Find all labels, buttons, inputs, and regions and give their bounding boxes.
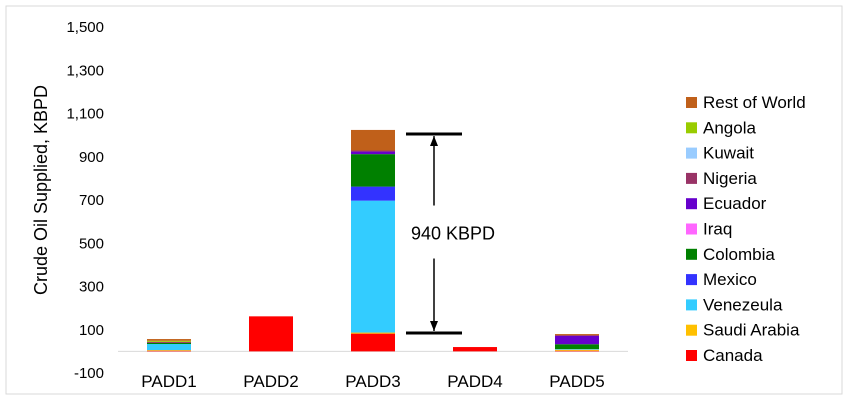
bar-segment-colombia <box>147 342 191 345</box>
legend-swatch <box>686 97 697 108</box>
bar-segment-colombia <box>351 154 395 187</box>
y-tick-label: 500 <box>79 235 104 252</box>
y-tick-label: 900 <box>79 149 104 166</box>
legend-swatch <box>686 274 697 286</box>
annotation: 940 KBPD <box>406 132 495 335</box>
legend-item: Venezeula <box>686 295 783 314</box>
bar-segment-nigeria <box>147 341 191 343</box>
legend-label: Kuwait <box>703 144 754 163</box>
bar-segment-canada <box>555 350 599 352</box>
bar-segment-ecuador <box>351 151 395 155</box>
bar-segment-venezeula <box>351 200 395 333</box>
legend-item: Colombia <box>686 245 775 264</box>
bar-segment-nigeria <box>351 150 395 152</box>
y-tick-label: 100 <box>79 322 104 339</box>
legend-swatch <box>686 147 697 159</box>
x-tick-label: PADD4 <box>447 372 502 391</box>
legend-item: Mexico <box>686 270 757 289</box>
legend-label: Ecuador <box>703 194 767 213</box>
legend-label: Mexico <box>703 270 757 289</box>
bar-segment-rest-of-world <box>555 334 599 336</box>
bar-segment-angola <box>147 340 191 342</box>
y-tick-label: 1,100 <box>66 106 104 123</box>
bar-segment-canada <box>453 347 497 352</box>
arrow-up-head <box>430 136 438 147</box>
legend-label: Saudi Arabia <box>703 321 800 340</box>
y-axis-label: Crude Oil Supplied, KBPD <box>31 85 51 295</box>
bar-segment-canada <box>249 316 293 352</box>
legend-swatch <box>686 248 697 260</box>
bar-segment-venezeula <box>147 344 191 351</box>
legend-label: Colombia <box>703 245 775 264</box>
bar-segment-colombia <box>555 344 599 349</box>
legend-item: Rest of World <box>686 93 806 112</box>
legend-item: Saudi Arabia <box>686 321 800 340</box>
x-tick-label: PADD2 <box>243 372 298 391</box>
legend-item: Ecuador <box>686 194 767 213</box>
legend-label: Iraq <box>703 220 732 239</box>
legend-swatch <box>686 122 697 134</box>
legend-swatch <box>686 350 697 361</box>
legend-label: Rest of World <box>703 93 806 112</box>
bar-segment-ecuador <box>555 335 599 345</box>
chart-border <box>5 5 843 395</box>
bar-segment-venezeula <box>555 348 599 350</box>
legend-item: Canada <box>686 346 763 365</box>
bar-segment-canada <box>147 350 191 352</box>
legend-swatch <box>686 324 697 336</box>
legend-label: Angola <box>703 118 756 137</box>
y-tick-label: -100 <box>74 365 104 382</box>
legend-label: Nigeria <box>703 169 757 188</box>
arrow-down-head <box>430 320 438 331</box>
legend-swatch <box>686 172 697 184</box>
bar-segment-rest-of-world <box>351 129 395 151</box>
legend-swatch <box>686 198 697 210</box>
annotation-bracket: 940 KBPD <box>406 132 495 335</box>
legend: Rest of World Angola Kuwait Nigeria Ecuador I… <box>686 93 806 365</box>
bar-segment-canada <box>351 333 395 352</box>
bar-segment-saudi-arabia <box>147 350 191 351</box>
bar-segment-rest-of-world <box>147 339 191 341</box>
axes: -100 100 300 500 700 900 1,100 1,300 1,500 PADD1 P… <box>66 19 628 391</box>
bar-segment-mexico <box>351 186 395 201</box>
legend-label: Venezeula <box>703 295 783 314</box>
legend-item: Kuwait <box>686 144 754 163</box>
legend-item: Angola <box>686 118 756 137</box>
x-tick-label: PADD1 <box>141 372 196 391</box>
legend-label: Canada <box>703 346 763 365</box>
bar-segment-saudi-arabia <box>351 332 395 334</box>
bars <box>147 129 599 352</box>
legend-item: Iraq <box>686 220 732 239</box>
y-tick-label: 300 <box>79 279 104 296</box>
x-tick-label: PADD3 <box>345 372 400 391</box>
legend-swatch <box>686 299 697 311</box>
y-tick-label: 1,300 <box>66 62 104 79</box>
annotation-label: 940 KBPD <box>411 224 495 244</box>
x-tick-label: PADD5 <box>549 372 604 391</box>
legend-item: Nigeria <box>686 169 757 188</box>
bar-segment-saudi-arabia <box>555 349 599 351</box>
y-tick-label: 700 <box>79 192 104 209</box>
y-tick-label: 1,500 <box>66 19 104 36</box>
legend-swatch <box>686 223 697 235</box>
